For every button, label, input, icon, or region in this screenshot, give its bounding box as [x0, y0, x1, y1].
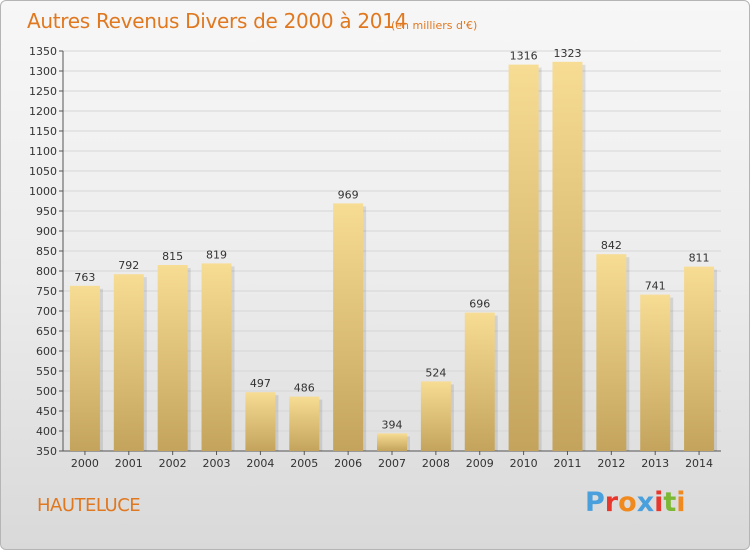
- bar-2008: [420, 381, 451, 451]
- y-tick-label: 600: [36, 345, 57, 358]
- bar-2010: [508, 64, 539, 451]
- x-tick-label-2014: 2014: [685, 457, 713, 470]
- town-name: HAUTELUCE: [37, 495, 141, 516]
- y-tick-label: 1300: [29, 65, 57, 78]
- y-tick-label: 700: [36, 305, 57, 318]
- x-tick-label-2003: 2003: [203, 457, 231, 470]
- x-tick-label-2001: 2001: [115, 457, 143, 470]
- x-tick-label-2002: 2002: [159, 457, 187, 470]
- bar-2002: [157, 265, 188, 451]
- y-tick-label: 1050: [29, 165, 57, 178]
- value-label-2004: 497: [250, 377, 271, 390]
- x-tick-label-2012: 2012: [597, 457, 625, 470]
- bar-2005: [289, 396, 320, 451]
- x-tick-label-2011: 2011: [553, 457, 581, 470]
- bar-2007: [377, 433, 407, 451]
- y-tick-label: 500: [36, 385, 57, 398]
- bar-2003: [201, 263, 232, 451]
- chart-title: Autres Revenus Divers de 2000 à 2014: [27, 9, 408, 33]
- value-label-2014: 811: [689, 252, 710, 265]
- logo-letter: x: [636, 487, 655, 518]
- bar-2000: [69, 285, 100, 451]
- x-tick-label-2013: 2013: [641, 457, 669, 470]
- x-tick-label-2006: 2006: [334, 457, 362, 470]
- y-tick-label: 650: [36, 325, 57, 338]
- y-tick-label: 1250: [29, 85, 57, 98]
- bar-2014: [684, 266, 715, 451]
- y-tick-label: 1100: [29, 145, 57, 158]
- value-label-2000: 763: [74, 271, 95, 284]
- value-label-2009: 696: [469, 298, 490, 311]
- y-tick-label: 550: [36, 365, 57, 378]
- logo-letter: i: [654, 487, 664, 518]
- value-label-2013: 741: [645, 280, 666, 293]
- value-label-2012: 842: [601, 239, 622, 252]
- logo-letter: i: [676, 487, 686, 518]
- bar-2009: [464, 312, 495, 451]
- value-label-2003: 819: [206, 248, 227, 261]
- y-tick-label: 400: [36, 425, 57, 438]
- x-tick-label-2000: 2000: [71, 457, 99, 470]
- x-tick-label-2005: 2005: [290, 457, 318, 470]
- y-tick-label: 750: [36, 285, 57, 298]
- bar-2011: [552, 61, 583, 452]
- x-tick-label-2009: 2009: [466, 457, 494, 470]
- y-tick-label: 900: [36, 225, 57, 238]
- logo-letter: P: [585, 487, 605, 518]
- x-tick-label-2008: 2008: [422, 457, 450, 470]
- logo-letter: o: [618, 487, 637, 518]
- bar-2006: [333, 203, 364, 451]
- bar-2004: [245, 392, 276, 451]
- y-tick-label: 1200: [29, 105, 57, 118]
- y-tick-label: 350: [36, 445, 57, 458]
- y-tick-label: 1350: [29, 45, 57, 58]
- y-tick-label: 850: [36, 245, 57, 258]
- bar-2012: [596, 254, 627, 451]
- value-label-2008: 524: [425, 366, 446, 379]
- value-label-2002: 815: [162, 250, 183, 263]
- value-label-2006: 969: [338, 188, 359, 201]
- value-label-2001: 792: [118, 259, 139, 272]
- value-label-2005: 486: [294, 382, 315, 395]
- y-tick-label: 1000: [29, 185, 57, 198]
- x-tick-label-2007: 2007: [378, 457, 406, 470]
- x-tick-label-2004: 2004: [246, 457, 274, 470]
- y-tick-label: 450: [36, 405, 57, 418]
- x-tick-label-2010: 2010: [510, 457, 538, 470]
- y-tick-label: 950: [36, 205, 57, 218]
- logo-letter: r: [604, 487, 619, 518]
- logo-letter: t: [663, 487, 677, 518]
- bar-2013: [640, 294, 671, 451]
- proxiti-logo[interactable]: Proxiti: [585, 487, 686, 518]
- bar-2001: [113, 274, 144, 451]
- value-label-2010: 1316: [510, 50, 538, 63]
- y-tick-label: 1150: [29, 125, 57, 138]
- value-label-2007: 394: [382, 418, 403, 431]
- chart-subtitle: (en milliers d'€): [391, 19, 478, 32]
- y-tick-label: 800: [36, 265, 57, 278]
- value-label-2011: 1323: [553, 47, 581, 60]
